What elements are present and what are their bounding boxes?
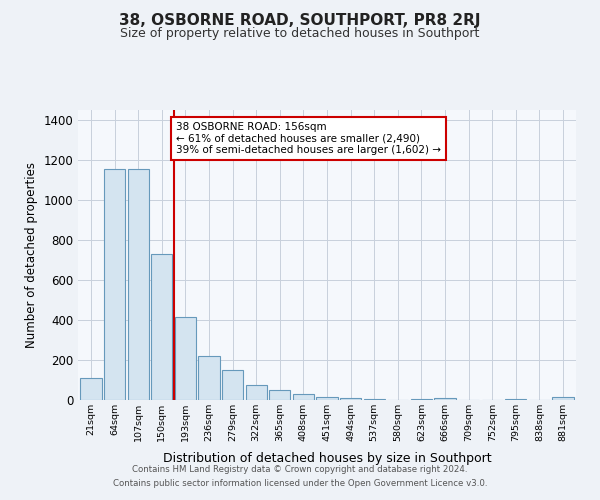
Text: Size of property relative to detached houses in Southport: Size of property relative to detached ho…	[121, 28, 479, 40]
Bar	[245, 385, 267, 400]
Bar	[411, 399, 432, 400]
Bar	[151, 254, 172, 400]
Bar	[316, 397, 338, 400]
Bar	[128, 169, 149, 400]
Bar	[434, 398, 455, 400]
Bar	[222, 370, 243, 400]
Bar	[364, 399, 385, 400]
Bar	[199, 356, 220, 400]
Bar	[80, 378, 101, 400]
Bar	[269, 390, 290, 400]
Bar	[340, 398, 361, 400]
Bar	[104, 169, 125, 400]
Text: Contains HM Land Registry data © Crown copyright and database right 2024.
Contai: Contains HM Land Registry data © Crown c…	[113, 466, 487, 487]
Text: 38, OSBORNE ROAD, SOUTHPORT, PR8 2RJ: 38, OSBORNE ROAD, SOUTHPORT, PR8 2RJ	[119, 12, 481, 28]
X-axis label: Distribution of detached houses by size in Southport: Distribution of detached houses by size …	[163, 452, 491, 466]
Y-axis label: Number of detached properties: Number of detached properties	[25, 162, 38, 348]
Bar	[293, 394, 314, 400]
Bar	[553, 397, 574, 400]
Bar	[175, 317, 196, 400]
Text: 38 OSBORNE ROAD: 156sqm
← 61% of detached houses are smaller (2,490)
39% of semi: 38 OSBORNE ROAD: 156sqm ← 61% of detache…	[176, 122, 441, 155]
